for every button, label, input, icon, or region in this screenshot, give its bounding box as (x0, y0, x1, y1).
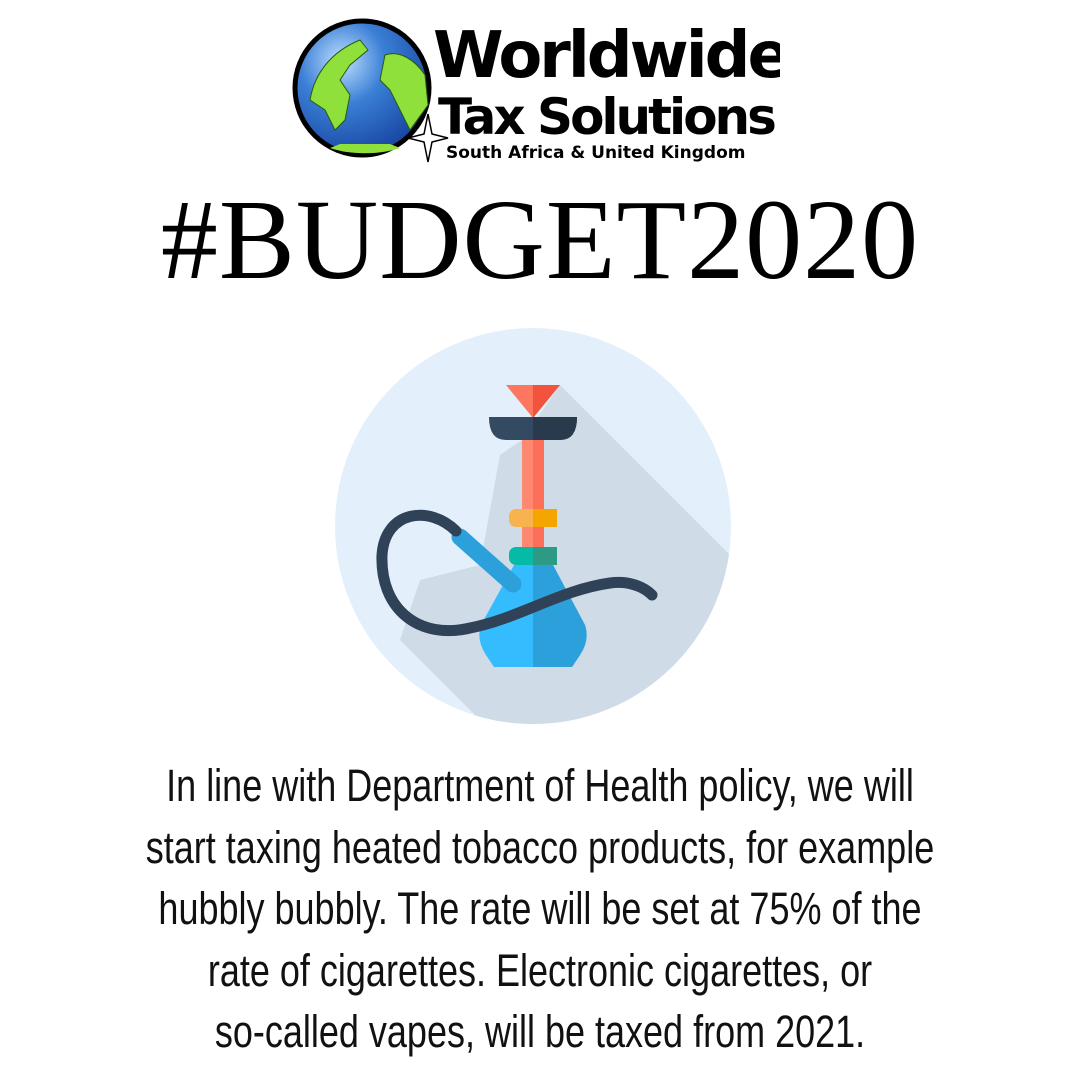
text-line: rate of cigarettes. Electronic cigarette… (207, 944, 873, 996)
logo-line1: Worldwide (433, 19, 780, 93)
page-title: #BUDGET2020 (160, 176, 920, 303)
text-line: hubbly bubbly. The rate will be set at 7… (158, 883, 922, 934)
company-logo: Worldwide Tax Solutions South Africa & U… (292, 18, 780, 163)
hose (376, 509, 658, 637)
globe-icon (292, 18, 432, 158)
text-line: so-called vapes, will be taxed from 2021… (214, 1006, 866, 1057)
logo-line3: South Africa & United Kingdom (446, 143, 745, 163)
hookah-icon (335, 328, 731, 724)
logo-line2: Tax Solutions (438, 88, 775, 146)
text-line: In line with Department of Health policy… (166, 760, 914, 811)
announcement-text: In line with Department of Health policy… (0, 755, 1080, 1063)
long-shadow (400, 385, 731, 724)
compass-star-icon (407, 113, 449, 163)
text-line: start taxing heated tobacco products, fo… (145, 821, 935, 873)
